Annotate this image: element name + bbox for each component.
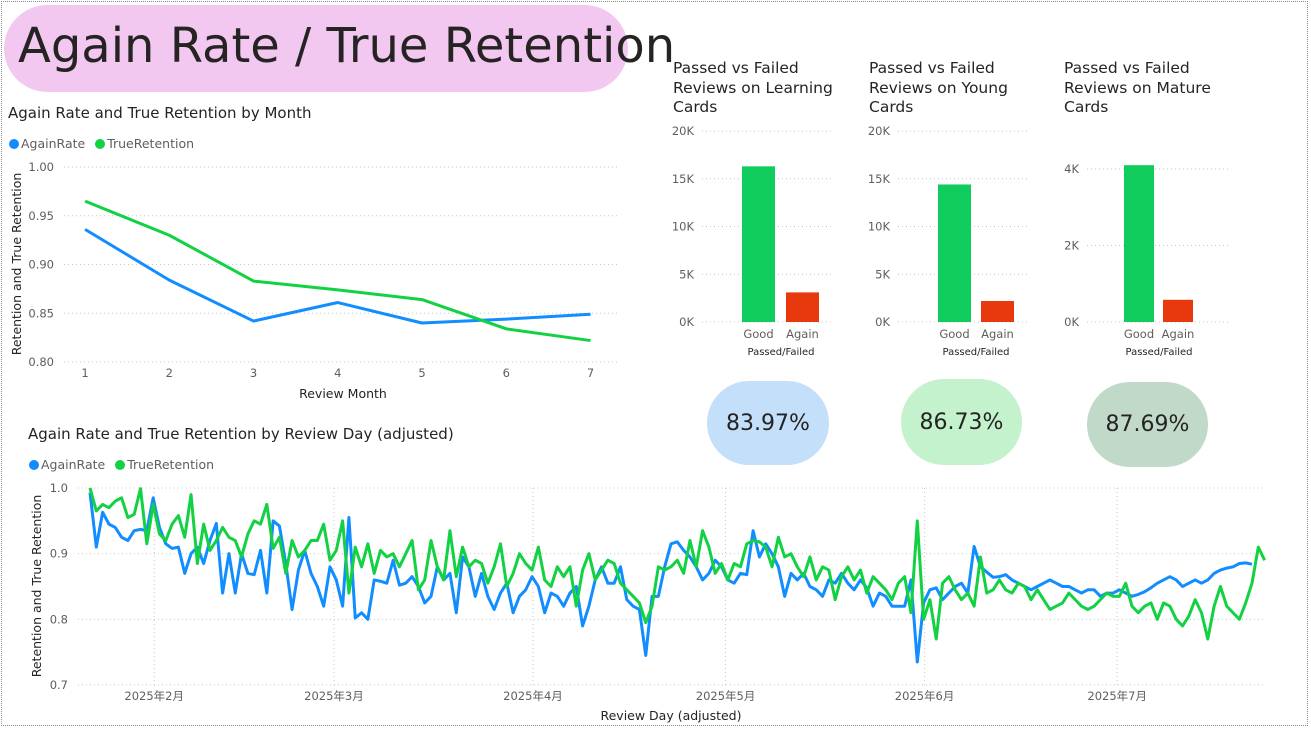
mature-bar-good: [1124, 165, 1154, 322]
x-tick-label: 6: [503, 366, 510, 380]
x-tick-label: 7: [587, 366, 594, 380]
mature-x-axis-title: Passed/Failed: [1125, 347, 1192, 358]
kpi-mature-retention: 87.69%: [1087, 382, 1208, 467]
learning-x-tick-label: Good: [743, 327, 773, 341]
x-tick-label: 4: [334, 366, 341, 380]
learning-x-tick-label: Again: [786, 327, 819, 341]
month-chart-legend[interactable]: AgainRate TrueRetention: [9, 136, 200, 151]
legend-label-true-retention: TrueRetention: [107, 136, 195, 151]
x-tick-label: 2025年6月: [895, 689, 955, 703]
x-tick-label: 2025年3月: [304, 689, 364, 703]
y-tick-label: 0.7: [50, 678, 68, 692]
day-chart-legend[interactable]: AgainRate TrueRetention: [29, 457, 220, 472]
mature-y-tick-label: 4K: [1064, 162, 1079, 176]
learning-bar-good: [742, 166, 775, 322]
learning-y-tick-label: 15K: [672, 172, 695, 186]
mature-y-tick-label: 2K: [1064, 239, 1079, 253]
legend-label-again-rate: AgainRate: [41, 457, 106, 472]
series-line-againrate: [84, 228, 591, 325]
x-tick-label: 5: [418, 366, 425, 380]
y-tick-label: 0.80: [28, 355, 54, 369]
y-tick-label: 0.85: [28, 306, 54, 320]
day-chart-title: Again Rate and True Retention by Review …: [28, 425, 454, 443]
series-line-againrate: [88, 492, 1253, 664]
kpi-young-value: 86.73%: [919, 409, 1004, 435]
young-x-axis-title: Passed/Failed: [942, 347, 1009, 358]
page-title: Again Rate / True Retention: [18, 18, 676, 74]
learning-x-axis-title: Passed/Failed: [747, 347, 814, 358]
y-tick-label: 0.90: [28, 258, 54, 272]
young-y-tick-label: 0K: [875, 315, 890, 329]
kpi-mature-value: 87.69%: [1105, 412, 1190, 437]
learning-y-tick-label: 5K: [679, 267, 694, 281]
legend-marker-true-retention: [115, 460, 126, 470]
legend-item-true-retention[interactable]: TrueRetention: [115, 457, 214, 472]
y-tick-label: 0.8: [50, 612, 68, 626]
young-y-tick-label: 20K: [868, 124, 891, 138]
kpi-learning-value: 83.97%: [726, 410, 810, 436]
legend-label-true-retention: TrueRetention: [127, 457, 215, 472]
young-y-tick-label: 5K: [875, 267, 890, 281]
kpi-learning-retention: 83.97%: [707, 381, 829, 465]
legend-item-again-rate[interactable]: AgainRate: [9, 136, 85, 151]
page-title-pill: [4, 5, 628, 92]
kpi-young-retention: 86.73%: [901, 379, 1022, 465]
learning-y-tick-label: 20K: [672, 124, 695, 138]
legend-marker-again-rate: [9, 139, 19, 149]
series-line-trueretention: [84, 199, 591, 343]
legend-item-true-retention[interactable]: TrueRetention: [95, 136, 194, 151]
y-tick-label: 0.95: [28, 209, 54, 223]
young-y-tick-label: 15K: [868, 172, 891, 186]
x-axis-title: Review Day (adjusted): [600, 708, 741, 723]
y-axis-title: Retention and True Retention: [9, 173, 24, 356]
learning-bar-chart-title: Passed vs Failed Reviews on Learning Car…: [673, 59, 833, 116]
x-tick-label: 2025年2月: [124, 689, 184, 703]
y-tick-label: 1.0: [50, 481, 68, 495]
mature-x-tick-label: Again: [1162, 327, 1195, 341]
legend-label-again-rate: AgainRate: [21, 136, 86, 151]
young-bar-good: [938, 184, 971, 322]
legend-item-again-rate[interactable]: AgainRate: [29, 457, 105, 472]
y-tick-label: 0.9: [50, 547, 68, 561]
x-tick-label: 1: [81, 366, 88, 380]
young-x-tick-label: Good: [939, 327, 969, 341]
x-tick-label: 3: [250, 366, 257, 380]
legend-marker-again-rate: [29, 460, 39, 470]
x-tick-label: 2025年5月: [696, 689, 756, 703]
mature-bar-chart-title: Passed vs Failed Reviews on Mature Cards: [1064, 59, 1211, 116]
month-chart-title: Again Rate and True Retention by Month: [8, 104, 312, 122]
young-y-tick-label: 10K: [868, 220, 891, 234]
learning-y-tick-label: 0K: [679, 315, 694, 329]
x-tick-label: 2025年7月: [1087, 689, 1147, 703]
learning-bar-again: [786, 292, 819, 322]
legend-marker-true-retention: [95, 139, 106, 149]
x-tick-label: 2: [166, 366, 173, 380]
series-line-trueretention: [88, 487, 1266, 641]
young-bar-chart-title: Passed vs Failed Reviews on Young Cards: [869, 59, 1008, 116]
learning-y-tick-label: 10K: [672, 220, 695, 234]
young-bar-again: [981, 300, 1014, 322]
mature-x-tick-label: Good: [1124, 327, 1154, 341]
x-axis-title: Review Month: [299, 386, 387, 401]
mature-y-tick-label: 0K: [1064, 315, 1079, 329]
mature-bar-again: [1163, 299, 1193, 322]
young-x-tick-label: Again: [981, 327, 1014, 341]
y-axis-title: Retention and True Retention: [29, 495, 44, 678]
y-tick-label: 1.00: [28, 160, 54, 174]
x-tick-label: 2025年4月: [503, 689, 563, 703]
